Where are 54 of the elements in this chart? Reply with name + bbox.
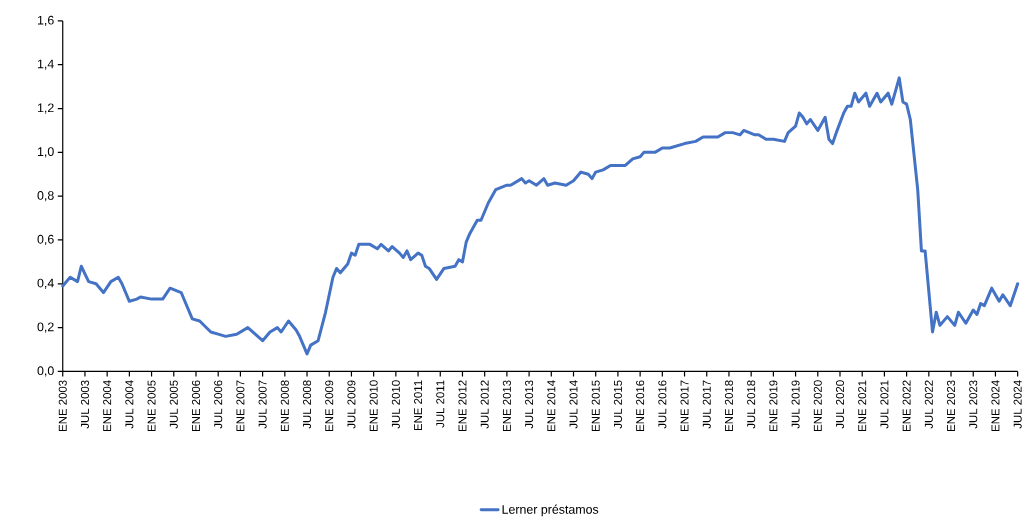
x-tick-label: JUL 2013 — [525, 380, 534, 429]
x-tick-label: JUL 2005 — [169, 380, 178, 429]
y-tick-label: 1,4 — [37, 59, 54, 70]
x-tick-label: ENE 2004 — [103, 380, 112, 432]
y-tick-label: 0,0 — [37, 366, 54, 377]
y-tick-label: 0,2 — [37, 322, 54, 333]
x-tick-label: ENE 2018 — [724, 380, 733, 432]
y-tick-label: 0,8 — [37, 191, 54, 202]
y-tick-label: 1,6 — [37, 15, 54, 27]
x-tick-label: JUL 2017 — [702, 380, 711, 429]
x-tick-label: JUL 2006 — [214, 380, 223, 429]
x-tick-label: JUL 2011 — [436, 380, 445, 428]
x-tick-label: JUL 2003 — [80, 380, 89, 429]
x-tick-label: JUL 2004 — [125, 380, 134, 429]
x-tick-label: JUL 2012 — [480, 380, 489, 429]
x-tick-label: JUL 2023 — [969, 380, 978, 429]
y-tick-label: 1,0 — [37, 147, 54, 158]
x-tick-label: ENE 2013 — [502, 380, 511, 432]
x-tick-label: ENE 2010 — [369, 380, 378, 432]
y-tick-label: 0,4 — [37, 278, 54, 290]
x-tick-label: JUL 2014 — [569, 380, 578, 429]
x-tick-label: ENE 2006 — [191, 380, 201, 432]
x-tick-label: ENE 2003 — [58, 380, 67, 432]
x-tick-label: ENE 2017 — [680, 380, 689, 432]
x-tick-label: ENE 2021 — [858, 380, 867, 432]
x-tick-label: ENE 2015 — [591, 380, 600, 432]
y-tick-label: 1,2 — [37, 103, 54, 114]
x-tick-label: ENE 2005 — [147, 380, 156, 432]
x-tick-label: JUL 2009 — [347, 380, 356, 429]
x-tick-label: ENE 2007 — [236, 380, 245, 432]
x-tick-label: JUL 2020 — [835, 380, 845, 429]
x-tick-label: JUL 2022 — [924, 380, 933, 429]
x-tick-label: ENE 2022 — [902, 380, 911, 432]
x-tick-label: ENE 2008 — [280, 380, 289, 432]
x-tick-label: ENE 2014 — [547, 380, 556, 432]
x-tick-label: ENE 2024 — [991, 380, 1000, 432]
x-tick-label: ENE 2019 — [769, 380, 778, 432]
x-tick-label: ENE 2009 — [325, 380, 334, 432]
x-tick-label: JUL 2010 — [391, 380, 400, 429]
legend-label: Lerner préstamos — [502, 504, 599, 517]
x-tick-label: JUL 2024 — [1013, 380, 1022, 429]
x-tick-label: JUL 2018 — [747, 380, 756, 429]
y-tick-label: 0,6 — [37, 234, 54, 246]
x-tick-label: JUL 2016 — [658, 380, 667, 429]
x-tick-label: JUL 2008 — [302, 380, 312, 429]
x-tick-label: JUL 2021 — [880, 380, 889, 429]
x-tick-label: ENE 2011 — [414, 380, 423, 431]
x-tick-label: JUL 2019 — [791, 380, 800, 429]
x-tick-label: ENE 2020 — [813, 380, 822, 432]
x-tick-label: ENE 2023 — [946, 380, 956, 432]
x-tick-label: ENE 2012 — [458, 380, 467, 432]
x-tick-label: JUL 2007 — [258, 380, 267, 429]
x-tick-label: ENE 2016 — [636, 380, 645, 432]
x-tick-label: JUL 2015 — [613, 380, 622, 429]
